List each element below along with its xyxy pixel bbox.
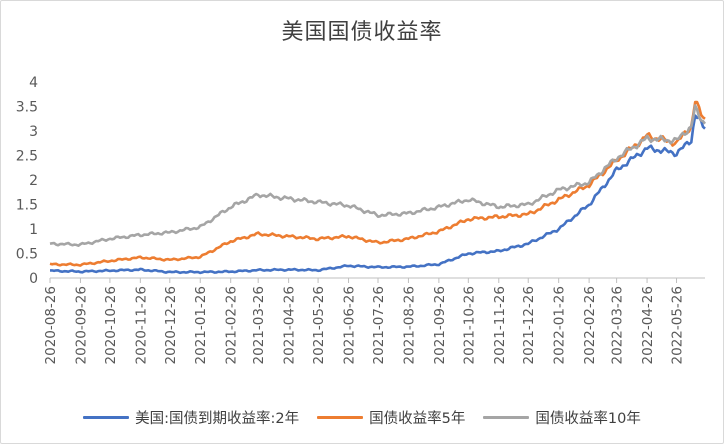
legend-swatch: [317, 416, 364, 419]
x-tick-label: 2021-08-26: [401, 286, 417, 364]
x-tick-label: 2021-05-26: [311, 286, 327, 364]
y-tick-label: 2: [29, 173, 38, 189]
chart-title: 美国国债收益率: [281, 20, 443, 45]
x-tick-label: 2021-12-26: [521, 286, 537, 364]
legend-item-2: 国债收益率10年: [483, 407, 641, 428]
legend-label: 美国:国债到期收益率:2年: [135, 411, 300, 427]
series-line-2: [49, 104, 707, 247]
x-tick-label: 2020-11-26: [133, 286, 149, 364]
chart-legend: 美国:国债到期收益率:2年 国债收益率5年 国债收益率10年: [0, 407, 724, 428]
x-tick-label: 2020-09-26: [73, 286, 89, 364]
y-tick-label: 1.5: [16, 198, 38, 214]
y-tick-label: 4: [29, 75, 38, 91]
x-tick-label: 2021-01-26: [193, 286, 209, 364]
x-tick-label: 2021-09-26: [432, 286, 448, 364]
x-tick-label: 2021-06-26: [342, 286, 358, 364]
x-tick-label: 2022-03-26: [610, 286, 626, 364]
y-tick-label: 2.5: [16, 149, 38, 165]
x-tick-label: 2020-08-26: [43, 286, 59, 364]
x-tick-label: 2021-03-26: [251, 286, 267, 364]
x-tick-label: 2022-04-26: [640, 286, 656, 364]
x-tick-label: 2021-07-26: [371, 286, 387, 364]
legend-label: 国债收益率5年: [369, 411, 466, 427]
y-tick-label: 3.5: [16, 100, 38, 116]
y-tick-label: 0.5: [16, 247, 38, 263]
series-line-0: [50, 114, 706, 275]
x-tick-label: 2021-10-26: [461, 286, 477, 364]
x-tick-label: 2022-02-26: [582, 286, 598, 364]
y-tick-label: 1: [29, 222, 38, 238]
legend-swatch: [483, 416, 530, 419]
x-tick-label: 2021-02-26: [224, 286, 240, 364]
x-tick-label: 2021-11-26: [492, 286, 508, 364]
y-tick-label: 3: [29, 124, 38, 140]
x-tick-label: 2020-10-26: [103, 286, 119, 364]
y-tick-label: 0: [29, 271, 38, 287]
x-tick-label: 2021-04-26: [282, 286, 298, 364]
legend-swatch: [83, 416, 130, 419]
x-tick-label: 2020-12-26: [163, 286, 179, 364]
x-tick-label: 2022-01-26: [552, 286, 568, 364]
legend-label: 国债收益率10年: [535, 411, 641, 427]
legend-item-1: 国债收益率5年: [317, 407, 465, 428]
x-tick-label: 2022-05-26: [670, 286, 686, 364]
legend-item-0: 美国:国债到期收益率:2年: [83, 407, 299, 428]
